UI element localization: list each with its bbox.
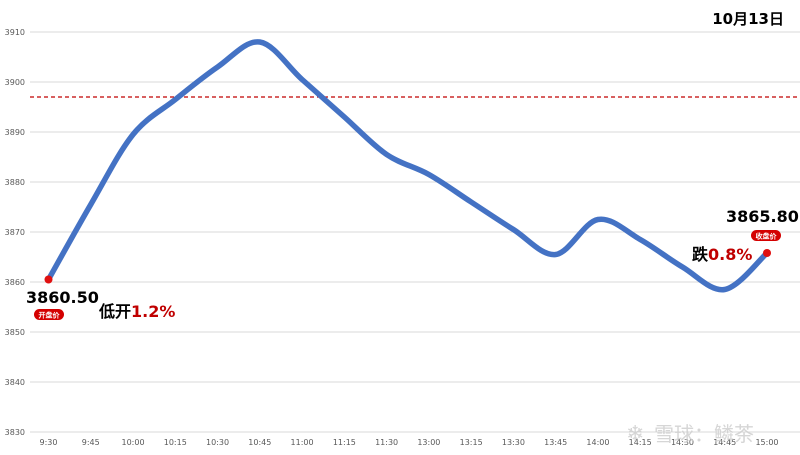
x-tick-label: 9:30 <box>40 438 58 447</box>
x-tick-label: 14:00 <box>586 438 609 447</box>
y-tick-label: 3840 <box>5 378 25 387</box>
x-tick-label: 13:00 <box>417 438 440 447</box>
y-tick-label: 3890 <box>5 128 25 137</box>
x-tick-label: 13:15 <box>460 438 483 447</box>
open-badge-label: 开盘价 <box>39 311 61 320</box>
close-change-note: 跌0.8% <box>692 245 752 264</box>
x-tick-label: 10:15 <box>164 438 187 447</box>
x-axis-ticks: 9:30 9:45 10:00 10:15 10:30 10:45 11:00 11:15 11… <box>40 438 779 447</box>
close-badge-label: 收盘价 <box>756 232 778 241</box>
y-tick-label: 3880 <box>5 178 25 187</box>
open-value-label: 3860.50 <box>26 288 99 307</box>
close-change-prefix: 跌 <box>692 245 709 264</box>
open-badge <box>34 309 64 320</box>
x-tick-label: 14:30 <box>671 438 694 447</box>
date-label: 10月13日 <box>712 10 784 28</box>
series-line <box>45 39 770 293</box>
close-value-label: 3865.80 <box>726 207 799 226</box>
x-tick-label: 10:30 <box>206 438 229 447</box>
watermark: ❄ 雪球：鳞茶 <box>626 422 754 447</box>
x-tick-label: 13:30 <box>502 438 525 447</box>
open-change-prefix: 低开 <box>98 302 131 321</box>
close-change-pct: 0.8% <box>708 245 752 264</box>
open-change-pct: 1.2% <box>131 302 175 321</box>
x-tick-label: 11:00 <box>291 438 314 447</box>
x-tick-label: 14:15 <box>629 438 652 447</box>
x-tick-label: 10:45 <box>248 438 271 447</box>
watermark-text: 雪球：鳞茶 <box>654 422 754 446</box>
watermark-logo-icon: ❄ <box>626 422 644 447</box>
x-tick-label: 13:45 <box>544 438 567 447</box>
y-tick-label: 3860 <box>5 278 25 287</box>
y-tick-label: 3910 <box>5 28 25 37</box>
close-point-marker <box>763 249 771 257</box>
close-badge <box>751 230 781 241</box>
open-point-marker <box>44 275 53 284</box>
y-tick-label: 3900 <box>5 78 25 87</box>
x-tick-label: 11:30 <box>375 438 398 447</box>
open-change-note: 低开1.2% <box>98 302 175 321</box>
x-tick-label: 15:00 <box>755 438 778 447</box>
y-tick-label: 3870 <box>5 228 25 237</box>
x-tick-label: 9:45 <box>82 438 100 447</box>
gridlines <box>30 31 800 433</box>
y-tick-label: 3850 <box>5 328 25 337</box>
x-tick-label: 14:45 <box>713 438 736 447</box>
y-axis-ticks: 3830 3840 3850 3860 3870 3880 3890 3900 3910 <box>5 28 25 437</box>
y-tick-label: 3830 <box>5 428 25 437</box>
x-tick-label: 11:15 <box>333 438 356 447</box>
x-tick-label: 10:00 <box>121 438 144 447</box>
